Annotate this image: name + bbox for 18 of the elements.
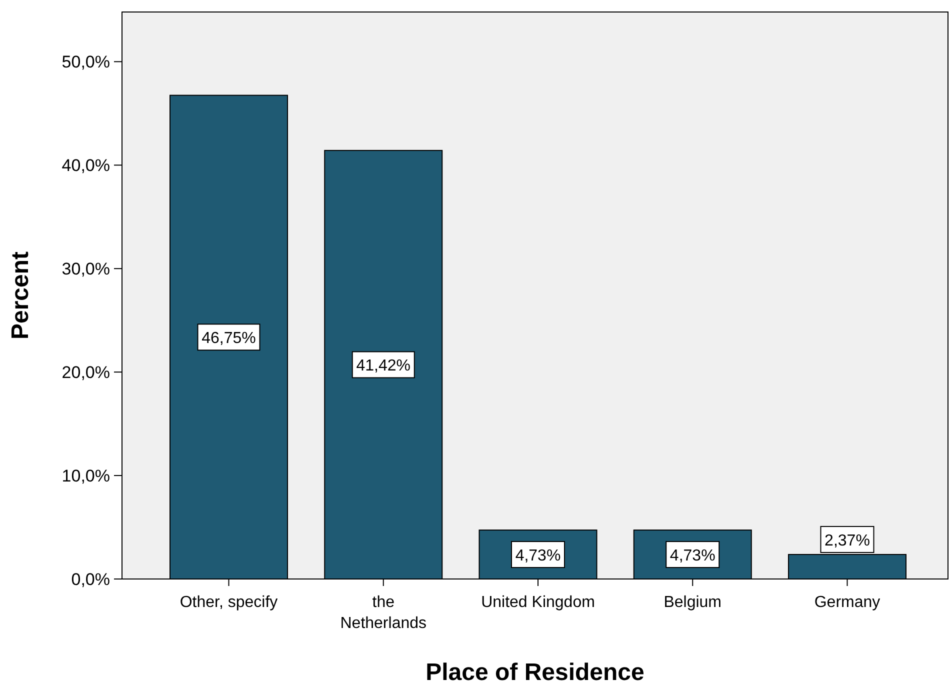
data-label: 46,75% (202, 330, 256, 348)
y-tick-label: 10,0% (62, 466, 110, 486)
x-tick-label: United Kingdom (481, 594, 595, 611)
x-tick-label: Belgium (664, 594, 722, 611)
y-tick-label: 40,0% (62, 156, 110, 176)
x-axis-title: Place of Residence (426, 659, 644, 686)
y-tick-label: 30,0% (62, 260, 110, 279)
x-tick-label: Other, specify (180, 594, 278, 611)
y-tick-label: 20,0% (62, 363, 110, 382)
data-label: 4,73% (670, 548, 716, 565)
y-tick-label: 0,0% (71, 570, 110, 589)
data-label: 4,73% (515, 548, 561, 565)
x-tick-label: Germany (814, 594, 880, 611)
data-label: 2,37% (824, 532, 870, 550)
y-axis-title: Percent (7, 251, 34, 340)
data-label: 41,42% (356, 358, 411, 375)
x-tick-label: the Netherlands (340, 594, 427, 632)
y-tick-label: 50,0% (62, 52, 110, 72)
